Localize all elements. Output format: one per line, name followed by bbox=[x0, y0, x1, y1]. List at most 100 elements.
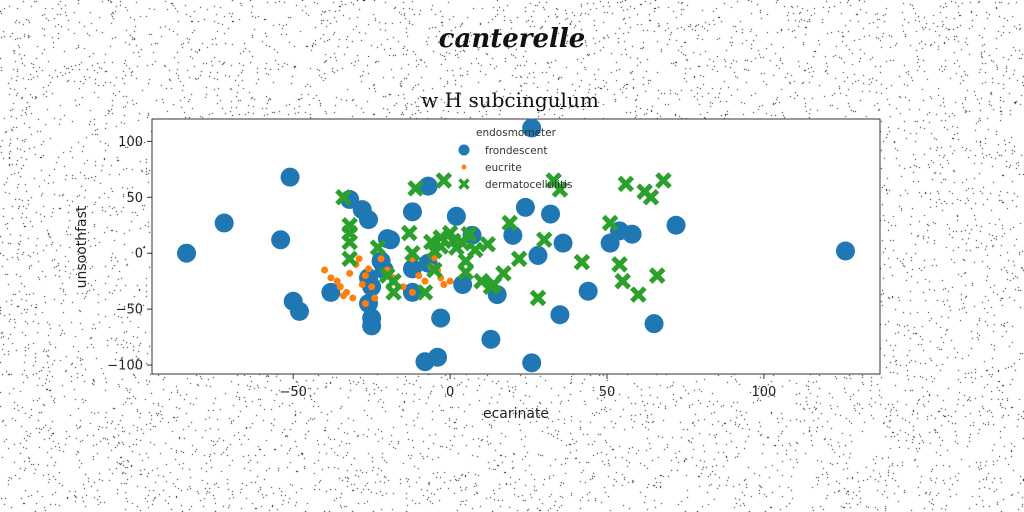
data-point-frondescent bbox=[362, 316, 382, 336]
data-point-dermatocellulitis bbox=[341, 233, 358, 251]
data-point-dermatocellulitis bbox=[495, 265, 512, 282]
data-point-eucrite bbox=[333, 277, 341, 285]
data-point-dermatocellulitis bbox=[642, 189, 660, 206]
data-point-frondescent bbox=[522, 353, 542, 373]
data-point-frondescent bbox=[522, 118, 542, 138]
data-point-dermatocellulitis bbox=[369, 239, 387, 256]
data-point-frondescent bbox=[666, 215, 686, 235]
data-point-dermatocellulitis bbox=[611, 256, 628, 273]
data-point-dermatocellulitis bbox=[601, 214, 619, 232]
y-tick-label: 50 bbox=[126, 191, 143, 206]
legend-label: frondescent bbox=[485, 145, 547, 157]
data-point-frondescent bbox=[622, 224, 642, 244]
data-point-dermatocellulitis bbox=[466, 241, 484, 259]
data-point-frondescent bbox=[515, 197, 535, 217]
data-point-frondescent bbox=[550, 305, 570, 325]
legend: endosmometer frondescent eucrite dermatoce… bbox=[458, 127, 573, 191]
data-point-dermatocellulitis bbox=[335, 189, 352, 206]
data-point-eucrite bbox=[440, 281, 448, 289]
data-point-frondescent bbox=[418, 176, 438, 196]
data-point-eucrite bbox=[321, 266, 329, 274]
legend-marker bbox=[461, 164, 467, 170]
data-point-dermatocellulitis bbox=[479, 235, 497, 253]
data-point-dermatocellulitis bbox=[501, 214, 518, 232]
y-tick-label: 100 bbox=[118, 135, 143, 150]
data-point-frondescent bbox=[431, 308, 451, 328]
data-point-eucrite bbox=[361, 272, 369, 280]
data-point-dermatocellulitis bbox=[435, 172, 453, 189]
data-point-dermatocellulitis bbox=[401, 224, 418, 242]
data-point-dermatocellulitis bbox=[407, 180, 424, 197]
y-tick-label: −50 bbox=[116, 303, 143, 318]
data-point-eucrite bbox=[349, 294, 357, 302]
data-point-eucrite bbox=[355, 255, 363, 263]
legend-marker bbox=[458, 178, 470, 190]
data-point-frondescent bbox=[578, 281, 598, 301]
axis-ticks: −50 0 50 100 −100 −50 0 50 100 bbox=[107, 135, 776, 400]
data-point-frondescent bbox=[453, 275, 473, 295]
x-tick-label: 0 bbox=[446, 385, 454, 400]
data-point-eucrite bbox=[346, 269, 354, 277]
data-point-eucrite bbox=[368, 283, 376, 291]
data-point-eucrite bbox=[339, 292, 347, 300]
data-point-frondescent bbox=[177, 243, 197, 263]
data-point-dermatocellulitis bbox=[426, 261, 443, 279]
figure-suptitle: canterelle bbox=[438, 24, 586, 54]
x-tick-label: 100 bbox=[751, 385, 776, 400]
data-point-frondescent bbox=[481, 329, 501, 349]
x-tick-label: −50 bbox=[279, 385, 306, 400]
data-point-frondescent bbox=[541, 204, 561, 224]
data-point-frondescent bbox=[271, 230, 291, 250]
chart-title: w H subcingulum bbox=[421, 88, 599, 112]
y-tick-label: 0 bbox=[135, 247, 143, 262]
data-point-dermatocellulitis bbox=[404, 244, 421, 262]
data-point-dermatocellulitis bbox=[535, 231, 553, 249]
legend-label: eucrite bbox=[485, 162, 522, 174]
data-point-frondescent bbox=[359, 210, 379, 230]
data-point-eucrite bbox=[327, 274, 335, 282]
data-point-frondescent bbox=[446, 206, 466, 226]
data-point-eucrite bbox=[358, 281, 366, 289]
legend-label: dermatocellulitis bbox=[485, 179, 573, 191]
legend-marker bbox=[458, 144, 470, 156]
data-point-eucrite bbox=[377, 255, 385, 263]
data-point-dermatocellulitis bbox=[341, 250, 358, 268]
legend-title: endosmometer bbox=[476, 127, 557, 139]
data-point-dermatocellulitis bbox=[573, 253, 591, 271]
legend-item-frondescent: frondescent bbox=[458, 144, 547, 157]
data-point-dermatocellulitis bbox=[416, 284, 434, 301]
data-points bbox=[177, 118, 855, 373]
data-point-dermatocellulitis bbox=[614, 272, 631, 290]
data-point-dermatocellulitis bbox=[460, 225, 478, 243]
plot-area bbox=[151, 118, 881, 375]
data-point-eucrite bbox=[336, 283, 344, 291]
data-point-frondescent bbox=[528, 245, 548, 265]
data-point-frondescent bbox=[644, 314, 664, 334]
y-axis-label: unsoothfast bbox=[74, 205, 90, 288]
data-point-eucrite bbox=[415, 272, 423, 280]
data-point-frondescent bbox=[289, 301, 309, 321]
data-point-dermatocellulitis bbox=[473, 272, 490, 290]
data-point-dermatocellulitis bbox=[510, 250, 528, 268]
data-point-dermatocellulitis bbox=[655, 172, 672, 189]
data-point-eucrite bbox=[408, 288, 416, 296]
data-point-eucrite bbox=[365, 265, 373, 273]
y-tick-label: −100 bbox=[107, 359, 143, 374]
data-point-frondescent bbox=[280, 167, 300, 187]
data-point-dermatocellulitis bbox=[648, 267, 666, 284]
x-tick-label: 50 bbox=[599, 385, 616, 400]
data-point-dermatocellulitis bbox=[432, 238, 449, 255]
data-point-frondescent bbox=[428, 347, 448, 367]
data-point-frondescent bbox=[553, 233, 573, 253]
data-point-frondescent bbox=[402, 202, 422, 222]
data-point-dermatocellulitis bbox=[457, 263, 475, 281]
data-point-eucrite bbox=[421, 277, 429, 285]
data-point-frondescent bbox=[503, 225, 523, 245]
data-point-eucrite bbox=[446, 277, 454, 285]
data-point-dermatocellulitis bbox=[551, 181, 569, 198]
data-point-frondescent bbox=[321, 282, 341, 302]
data-point-frondescent bbox=[214, 213, 234, 233]
data-point-eucrite bbox=[399, 283, 407, 291]
data-point-frondescent bbox=[835, 241, 855, 261]
